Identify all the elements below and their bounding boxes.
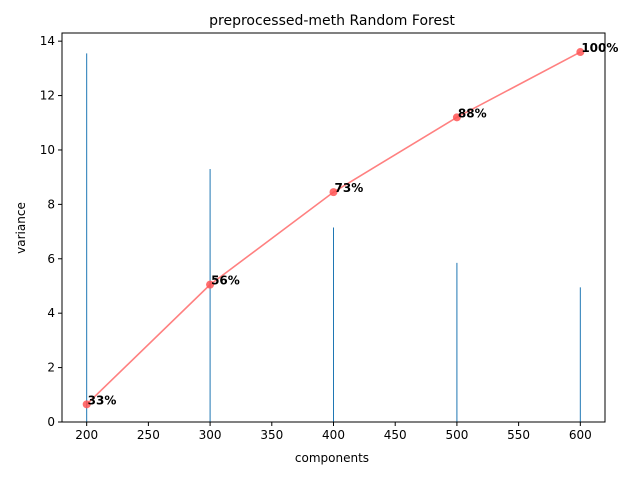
percent-label-400: 73%: [335, 181, 364, 195]
y-axis-label: variance: [14, 202, 28, 254]
bar-500: [456, 262, 458, 422]
y-tick-label-6: 6: [47, 252, 55, 266]
percent-label-300: 56%: [211, 274, 240, 288]
x-tick-label-250: 250: [137, 428, 160, 442]
chart-title: preprocessed-meth Random Forest: [209, 13, 455, 29]
line-point-400: [329, 188, 338, 197]
x-tick-label-600: 600: [569, 428, 592, 442]
percent-label-200: 33%: [88, 393, 117, 407]
x-tick-label-500: 500: [445, 428, 468, 442]
bar-series: [86, 53, 581, 422]
axes: 200 250 300 350 400 450 500 550 600 0 2 4 6 8 10 12 14: [40, 32, 606, 442]
x-tick-label-350: 350: [260, 428, 283, 442]
y-tick-label-8: 8: [47, 197, 55, 211]
bar-400: [333, 227, 334, 422]
x-tick-label-300: 300: [199, 428, 222, 442]
y-tick-label-14: 14: [40, 34, 55, 48]
x-tick-label-550: 550: [507, 428, 530, 442]
line-point-600: [576, 48, 585, 57]
y-tick-label-0: 0: [47, 415, 55, 429]
line-point-200: [82, 400, 91, 409]
y-tick-label-2: 2: [47, 361, 55, 375]
cumulative-line-series: 33% 56% 73% 88% 100%: [82, 41, 618, 409]
y-tick-label-12: 12: [40, 89, 55, 103]
line-point-300: [206, 280, 215, 289]
percent-label-600: 100%: [581, 41, 618, 55]
bar-200: [86, 53, 88, 422]
percent-label-500: 88%: [458, 106, 487, 120]
y-tick-label-10: 10: [40, 143, 55, 157]
x-tick-label-450: 450: [384, 428, 407, 442]
bar-600: [579, 287, 581, 422]
x-axis-label: components: [295, 451, 369, 465]
line-point-500: [452, 113, 461, 122]
x-tick-label-400: 400: [322, 428, 345, 442]
y-tick-label-4: 4: [47, 306, 55, 320]
x-tick-label-200: 200: [75, 428, 98, 442]
bar-300: [209, 169, 211, 422]
